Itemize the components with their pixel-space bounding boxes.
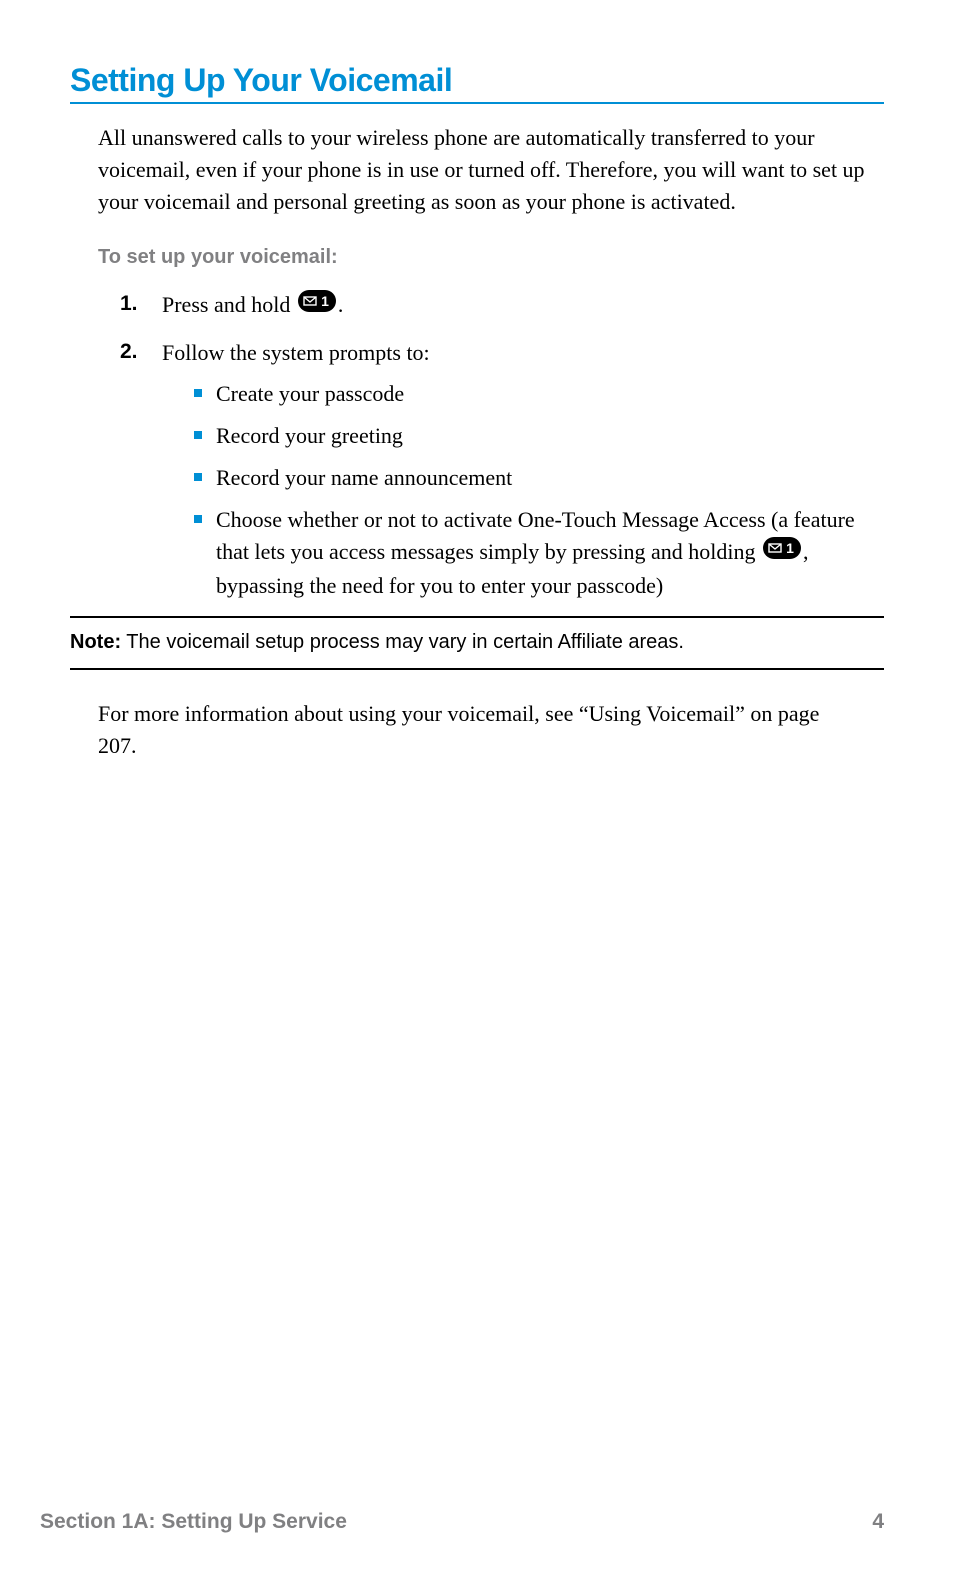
mail-1-key-icon: 1 bbox=[763, 536, 801, 568]
note-text: The voicemail setup process may vary in … bbox=[121, 631, 684, 653]
note-box: Note: The voicemail setup process may va… bbox=[70, 616, 884, 670]
bullet-item: Choose whether or not to activate One-To… bbox=[194, 504, 874, 602]
step-text: Press and hold bbox=[162, 292, 296, 317]
body-content: All unanswered calls to your wireless ph… bbox=[70, 122, 884, 602]
step-2: 2. Follow the system prompts to: Create … bbox=[120, 337, 874, 602]
bullet-text-before: Choose whether or not to activate One-To… bbox=[216, 507, 855, 564]
mail-1-key-icon: 1 bbox=[298, 289, 336, 321]
steps-list: 1. Press and hold 1. 2. Follow the syste… bbox=[98, 289, 874, 602]
svg-text:1: 1 bbox=[321, 293, 329, 309]
bullet-item: Create your passcode bbox=[194, 378, 874, 410]
bullet-item: Record your greeting bbox=[194, 420, 874, 452]
sub-heading: To set up your voicemail: bbox=[98, 246, 874, 269]
step-number: 2. bbox=[120, 337, 138, 367]
bullet-item: Record your name announcement bbox=[194, 462, 874, 494]
step-text-after: . bbox=[338, 292, 344, 317]
footer-page-number: 4 bbox=[872, 1510, 884, 1534]
page-title: Setting Up Your Voicemail bbox=[70, 62, 884, 104]
note-label: Note: bbox=[70, 631, 121, 653]
more-info: For more information about using your vo… bbox=[70, 698, 884, 762]
step-number: 1. bbox=[120, 289, 138, 319]
footer-section: Section 1A: Setting Up Service bbox=[40, 1510, 347, 1534]
intro-paragraph: All unanswered calls to your wireless ph… bbox=[98, 122, 874, 218]
step-text: Follow the system prompts to: bbox=[162, 340, 430, 365]
step-1: 1. Press and hold 1. bbox=[120, 289, 874, 323]
page-footer: Section 1A: Setting Up Service 4 bbox=[40, 1510, 884, 1534]
svg-text:1: 1 bbox=[786, 540, 794, 556]
bullet-list: Create your passcode Record your greetin… bbox=[162, 378, 874, 601]
